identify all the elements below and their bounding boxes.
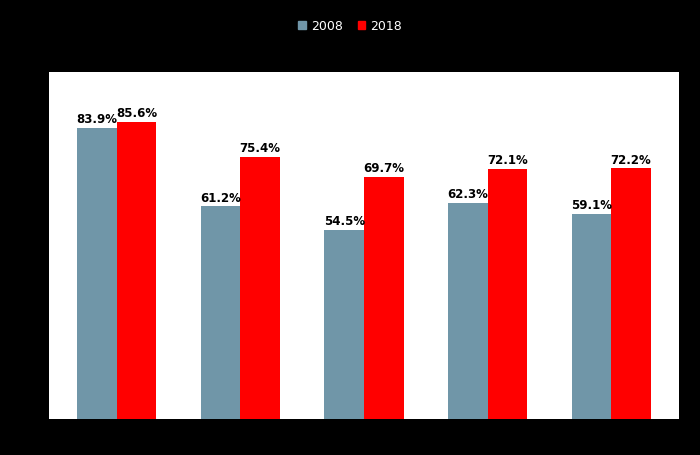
Bar — [117, 122, 157, 419]
Bar — [241, 158, 280, 419]
Text: 62.3%: 62.3% — [447, 187, 488, 200]
Text: 69.7%: 69.7% — [363, 162, 405, 175]
Legend: 2008, 2018: 2008, 2018 — [293, 15, 407, 38]
Bar — [448, 203, 487, 419]
Bar — [487, 169, 527, 419]
Bar — [571, 214, 611, 419]
Bar — [201, 207, 241, 419]
Bar — [364, 177, 403, 419]
Bar — [78, 128, 117, 419]
Text: 83.9%: 83.9% — [77, 113, 118, 126]
Bar — [611, 169, 650, 419]
Text: 85.6%: 85.6% — [116, 107, 158, 120]
Text: 59.1%: 59.1% — [570, 198, 612, 212]
Text: 54.5%: 54.5% — [323, 214, 365, 228]
Text: 72.2%: 72.2% — [610, 153, 651, 166]
Bar — [325, 230, 364, 419]
Text: 72.1%: 72.1% — [487, 153, 528, 167]
Text: 61.2%: 61.2% — [200, 191, 241, 204]
Text: 75.4%: 75.4% — [239, 142, 281, 155]
